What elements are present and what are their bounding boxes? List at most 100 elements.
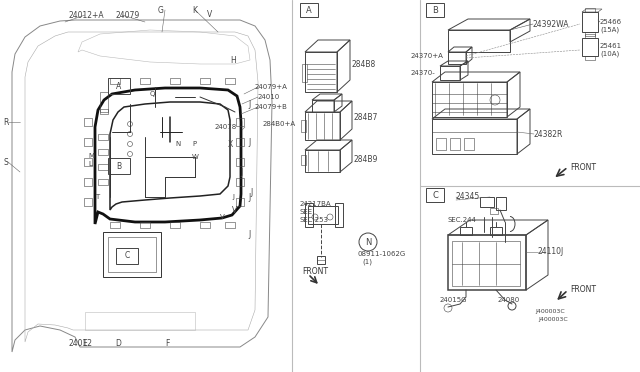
Bar — [448, 52, 466, 64]
Text: 25466: 25466 — [600, 19, 622, 25]
Text: FRONT: FRONT — [570, 163, 596, 171]
Bar — [200, 222, 210, 228]
Bar — [103, 232, 161, 277]
Bar — [140, 78, 150, 84]
Text: 08911-1062G: 08911-1062G — [358, 251, 406, 257]
Bar — [585, 32, 595, 36]
Bar — [464, 138, 474, 150]
Text: SEC.253: SEC.253 — [300, 217, 329, 223]
Text: J: J — [248, 192, 250, 202]
Text: 24079: 24079 — [115, 10, 140, 19]
Bar — [236, 198, 244, 206]
Bar — [585, 8, 595, 12]
Text: 24078: 24078 — [215, 124, 237, 130]
Bar — [490, 227, 502, 235]
Text: J: J — [248, 138, 250, 147]
Bar — [448, 235, 526, 290]
Bar — [84, 158, 92, 166]
Text: SEC.244: SEC.244 — [448, 217, 477, 223]
Text: (15A): (15A) — [600, 27, 619, 33]
Text: H: H — [230, 55, 236, 64]
Bar — [108, 237, 156, 272]
Bar — [305, 203, 313, 227]
Bar — [84, 178, 92, 186]
Bar — [98, 134, 108, 140]
Text: 24010: 24010 — [258, 94, 280, 100]
Text: J400003C: J400003C — [535, 310, 564, 314]
Bar — [317, 256, 325, 264]
Text: J400003C: J400003C — [538, 317, 568, 323]
Bar — [98, 164, 108, 170]
Bar — [585, 56, 595, 60]
Text: 24370-: 24370- — [410, 70, 435, 76]
Bar — [236, 158, 244, 166]
Bar — [448, 30, 510, 52]
Bar — [305, 52, 337, 92]
Text: A: A — [306, 6, 312, 15]
Bar — [116, 248, 138, 264]
Bar — [440, 66, 460, 80]
Text: Q: Q — [150, 91, 156, 97]
Text: 284B7: 284B7 — [354, 112, 378, 122]
Text: M: M — [88, 153, 94, 159]
Bar — [110, 78, 120, 84]
Text: E: E — [82, 340, 87, 349]
Text: J: J — [248, 230, 250, 238]
Text: V: V — [207, 10, 212, 19]
Text: 24345: 24345 — [456, 192, 480, 201]
Bar — [432, 119, 517, 154]
Text: J: J — [232, 194, 234, 200]
Bar — [305, 112, 340, 140]
Text: 284B8: 284B8 — [352, 60, 376, 68]
Text: X: X — [228, 140, 233, 148]
Bar — [108, 158, 130, 174]
Text: 24110J: 24110J — [538, 247, 564, 257]
Bar — [98, 179, 108, 185]
Text: 24392WA: 24392WA — [533, 19, 570, 29]
Text: (1): (1) — [362, 259, 372, 265]
Bar — [301, 155, 306, 165]
Bar — [85, 312, 195, 330]
Bar — [436, 138, 446, 150]
Text: SEE: SEE — [300, 209, 313, 215]
Text: B: B — [116, 161, 122, 170]
Text: D: D — [115, 340, 121, 349]
Text: R: R — [3, 118, 8, 126]
Bar — [236, 118, 244, 126]
Text: J: J — [250, 187, 252, 196]
Text: (10A): (10A) — [600, 51, 620, 57]
Text: 24015G: 24015G — [440, 297, 467, 303]
Bar — [225, 222, 235, 228]
Text: 25461: 25461 — [600, 43, 622, 49]
Text: L: L — [88, 161, 92, 167]
Bar — [100, 92, 108, 112]
Text: C: C — [124, 251, 130, 260]
Bar — [308, 206, 338, 224]
Text: 24370+A: 24370+A — [410, 53, 443, 59]
Bar — [225, 78, 235, 84]
Text: P: P — [192, 141, 196, 147]
Text: W: W — [192, 154, 199, 160]
Text: 24079+A: 24079+A — [255, 84, 288, 90]
Text: A: A — [116, 81, 122, 90]
Bar — [450, 138, 460, 150]
Bar — [236, 178, 244, 186]
Bar — [100, 109, 108, 114]
Text: V: V — [220, 214, 225, 220]
Bar — [452, 241, 520, 286]
Text: N: N — [365, 237, 371, 247]
Bar — [98, 149, 108, 155]
Bar — [305, 150, 340, 172]
Bar — [432, 82, 507, 117]
Bar — [335, 203, 343, 227]
Text: G: G — [158, 6, 164, 15]
Text: J: J — [248, 99, 250, 109]
Bar — [170, 78, 180, 84]
Bar — [496, 197, 506, 210]
Bar — [236, 138, 244, 146]
Bar — [460, 227, 472, 235]
Bar — [84, 118, 92, 126]
Bar — [300, 3, 318, 17]
Bar — [84, 138, 92, 146]
Text: N: N — [175, 141, 180, 147]
